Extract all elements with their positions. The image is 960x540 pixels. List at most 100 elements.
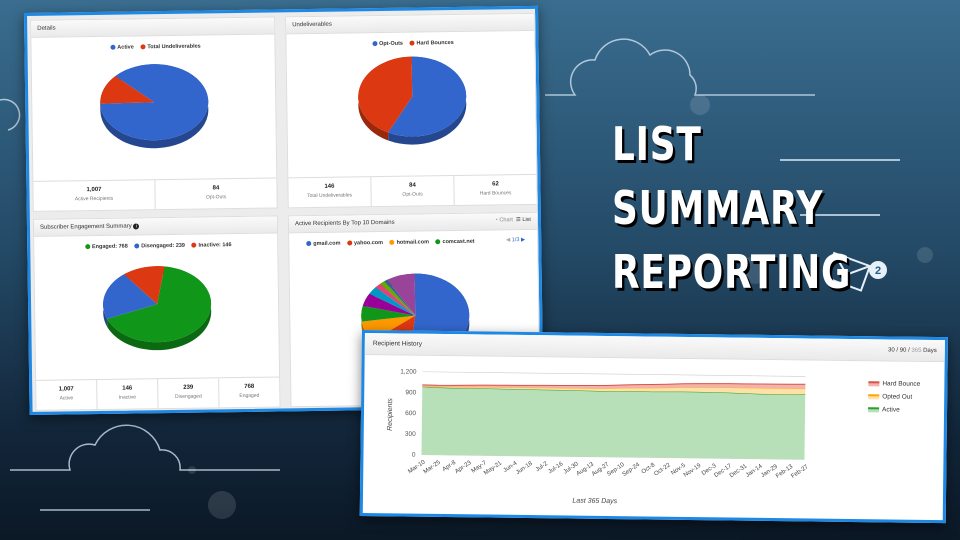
x-tick-label: Feb-27 (790, 464, 810, 480)
stat-label: Hard Bounces (479, 190, 512, 197)
pie-slice[interactable] (106, 266, 212, 343)
stats-row: 1,007 Active 146 Inactive 239 Disengaged 76… (36, 376, 280, 410)
legend-label: Hard Bounce (882, 380, 921, 388)
stat-label: Inactive (118, 394, 137, 401)
page-indicator: 1/3 (511, 237, 520, 244)
range-selector: 30 / 90 / 365 Days (887, 347, 937, 355)
x-tick-label: Jun-18 (515, 460, 534, 476)
pie-slice[interactable] (103, 274, 158, 319)
pie-slice[interactable] (384, 279, 416, 316)
legend-dot (84, 244, 91, 250)
legend-dot (409, 40, 415, 46)
y-tick-label: 1,200 (400, 368, 417, 375)
notification-badge: 2 (875, 265, 881, 277)
stat-value: 146 (122, 385, 133, 392)
pie-slice[interactable] (375, 283, 416, 316)
stat-opt-outs: 84 Opt-Outs (155, 178, 276, 209)
pie-slice[interactable] (387, 56, 467, 137)
list-view-button[interactable]: ☰ List (515, 216, 531, 224)
card-title-text: Subscriber Engagement Summary (39, 223, 132, 231)
undeliverables-card: Undeliverables Opt-Outs Hard Bounces 146… (285, 12, 538, 209)
series-line[interactable] (422, 380, 806, 390)
list-view-label: List (522, 216, 531, 224)
y-tick-label: 0 (412, 452, 416, 459)
pie-slice[interactable] (100, 76, 155, 104)
stat-label: Opt-Outs (402, 191, 423, 198)
area-opted-out (422, 386, 806, 395)
legend-label: Opted Out (882, 393, 913, 401)
stat-label: Active Recipients (74, 195, 114, 203)
legend-dot (346, 240, 353, 246)
stat-value: 1,007 (58, 386, 74, 393)
hero-title-line-1: LIST SUMMARY (612, 117, 824, 235)
range-90[interactable]: 90 (899, 347, 907, 354)
range-unit: Days (923, 347, 937, 355)
y-axis-label: Recipients (387, 398, 394, 431)
chart-view-button[interactable]: ◔ Chart (494, 217, 513, 224)
legend-dot (306, 241, 312, 247)
x-tick-label: Mar-25 (423, 459, 443, 475)
stat-value: 768 (244, 383, 255, 390)
stat-label: Active (59, 395, 74, 402)
y-tick-label: 600 (405, 410, 416, 417)
gridline (422, 371, 806, 377)
x-axis-label: Last 365 Days (572, 498, 617, 506)
next-page-icon[interactable]: ▶ (520, 237, 526, 244)
view-toggle: ◔ Chart ☰ List (494, 217, 530, 224)
stat-label: Engaged (239, 392, 260, 400)
prev-page-icon[interactable]: ◀ (505, 237, 511, 244)
card-title: Active Recipients By Top 10 Domains ◔ Ch… (288, 212, 538, 234)
x-tick-label: May-21 (483, 460, 503, 477)
pie-chart (100, 63, 209, 149)
legend-dot (134, 243, 140, 249)
area-active (421, 386, 806, 460)
pie-slice[interactable] (387, 273, 416, 316)
range-365[interactable]: 365 (911, 347, 922, 354)
pie-slice[interactable] (124, 266, 165, 305)
stat-active: 1,007 Active (36, 380, 98, 410)
stat-value: 62 (492, 181, 499, 188)
pie-slice[interactable] (380, 281, 416, 316)
y-tick-label: 300 (405, 431, 416, 438)
legend-item-hard-bounce[interactable]: Hard Bounce (868, 379, 920, 389)
legend-dot (140, 44, 146, 50)
legend-dot (191, 242, 197, 248)
pie-slice[interactable] (369, 287, 416, 316)
x-tick-label: Sep-24 (622, 462, 642, 478)
legend-pager: ◀ 1/3 ▶ (506, 237, 525, 243)
hero-title: LIST SUMMARY REPORTING (612, 112, 883, 304)
x-tick-label: Oct-22 (653, 462, 672, 477)
card-title: Details (31, 17, 275, 38)
range-30[interactable]: 30 (887, 347, 895, 354)
stat-label: Opt-Outs (205, 194, 227, 201)
hero-title-line-2: REPORTING (612, 245, 852, 299)
area-hard-bounce (422, 383, 806, 389)
stats-row: 1,007 Active Recipients 84 Opt-Outs (33, 177, 277, 211)
chart-view-label: Chart (499, 217, 513, 224)
pie-slice[interactable] (358, 56, 413, 133)
pie-slice[interactable] (100, 63, 209, 141)
pie-slice[interactable] (361, 305, 416, 322)
legend-dot (372, 41, 378, 47)
pie-chart (358, 56, 467, 145)
recipient-history-screenshot: Recipient History 30 / 90 / 365 Days 0 30… (359, 330, 948, 524)
pie-slice[interactable] (362, 293, 416, 316)
legend-swatch (868, 407, 880, 413)
stat-value: 239 (183, 384, 194, 391)
stat-label: Total Undeliverables (307, 192, 353, 200)
y-tick-label: 900 (405, 389, 416, 396)
details-card: Details Active Total Undeliverables 1,00… (30, 16, 278, 212)
legend-label: Active (882, 406, 900, 414)
x-tick-label: Jul-16 (547, 461, 564, 476)
chart-legend: Hard Bounce Opted Out Active (868, 379, 920, 419)
stat-value: 84 (212, 185, 220, 192)
envelope-icon: 2 (823, 251, 887, 292)
legend-item-opted-out[interactable]: Opted Out (868, 392, 920, 402)
engagement-card: Subscriber Engagement Summary i Engaged:… (32, 215, 281, 411)
info-icon[interactable]: i (133, 223, 140, 230)
legend-item-active[interactable]: Active (868, 405, 920, 415)
card-title: Undeliverables (286, 13, 535, 35)
stats-row: 146 Total Undeliverables 84 Opt-Outs 62 Har… (288, 173, 537, 208)
stat-disengaged: 239 Disengaged (158, 378, 220, 409)
